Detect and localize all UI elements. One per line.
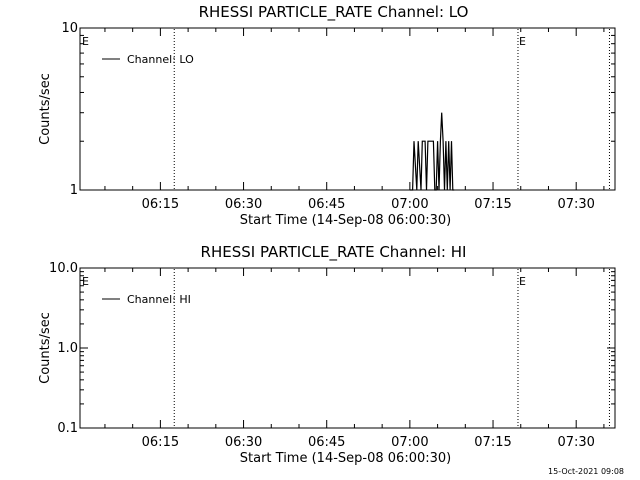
y-tick-label: 10	[61, 21, 78, 36]
lo-channel-panel: RHESSI PARTICLE_RATE Channel: LO 1 10 06:15…	[38, 3, 616, 228]
x-tick-label: 06:30	[225, 435, 262, 450]
y-tick-label: 0.1	[57, 421, 78, 436]
y-tick-label: 1	[70, 183, 78, 198]
x-tick-label: 07:00	[391, 435, 428, 450]
chart-title: RHESSI PARTICLE_RATE Channel: LO	[199, 3, 469, 22]
x-tick-label: 07:15	[474, 435, 511, 450]
x-tick-label: 06:30	[225, 197, 262, 212]
x-tick-label: 06:45	[308, 435, 345, 450]
series-line-channel-lo	[409, 112, 455, 191]
x-tick-label: 07:30	[557, 435, 594, 450]
event-marker-label: E	[519, 275, 526, 288]
x-tick-label: 06:45	[308, 197, 345, 212]
plot-timestamp: 15-Oct-2021 09:08	[548, 467, 624, 476]
legend-entry: Channel: HI	[127, 293, 191, 306]
y-tick-label: 1.0	[57, 341, 78, 356]
chart-title: RHESSI PARTICLE_RATE Channel: HI	[201, 243, 467, 262]
y-axis-label: Counts/sec	[38, 312, 53, 384]
event-marker-label: E	[519, 35, 526, 48]
y-tick-label: 10.0	[49, 261, 78, 276]
legend-entry: Channel: LO	[127, 53, 194, 66]
x-tick-label: 06:15	[142, 435, 179, 450]
plot-frame	[79, 27, 616, 191]
x-tick-label: 07:15	[474, 197, 511, 212]
plot-frame	[79, 267, 616, 429]
x-axis-label: Start Time (14-Sep-08 06:00:30)	[240, 213, 451, 228]
event-marker-label: E	[82, 275, 89, 288]
hi-channel-panel: RHESSI PARTICLE_RATE Channel: HI 0.1 1.0 10…	[38, 243, 616, 466]
y-axis-label: Counts/sec	[38, 73, 53, 145]
x-tick-label: 06:15	[142, 197, 179, 212]
event-marker-label: E	[82, 35, 89, 48]
x-tick-label: 07:00	[391, 197, 428, 212]
x-axis-label: Start Time (14-Sep-08 06:00:30)	[240, 451, 451, 466]
x-tick-label: 07:30	[557, 197, 594, 212]
